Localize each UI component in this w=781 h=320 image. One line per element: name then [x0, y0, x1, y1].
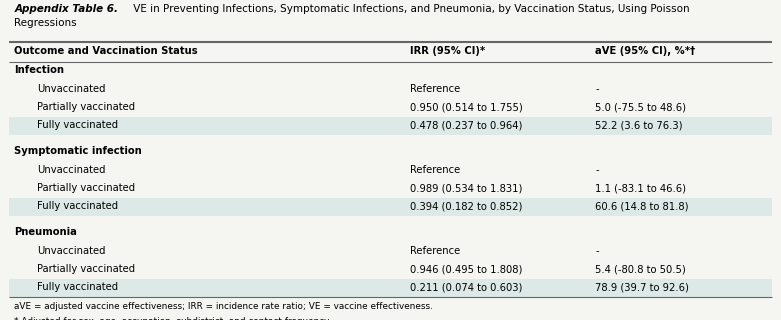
Text: Fully vaccinated: Fully vaccinated [37, 120, 119, 130]
Text: VE in Preventing Infections, Symptomatic Infections, and Pneumonia, by Vaccinati: VE in Preventing Infections, Symptomatic… [130, 4, 690, 14]
Text: aVE (95% CI), %*†: aVE (95% CI), %*† [595, 46, 695, 56]
Text: Partially vaccinated: Partially vaccinated [37, 102, 136, 112]
Text: Partially vaccinated: Partially vaccinated [37, 264, 136, 274]
Text: -: - [595, 246, 599, 256]
Text: 78.9 (39.7 to 92.6): 78.9 (39.7 to 92.6) [595, 282, 689, 292]
Text: Partially vaccinated: Partially vaccinated [37, 183, 136, 193]
Text: Fully vaccinated: Fully vaccinated [37, 282, 119, 292]
Text: Unvaccinated: Unvaccinated [37, 246, 106, 256]
Bar [9, 279, 772, 297]
Text: aVE = adjusted vaccine effectiveness; IRR = incidence rate ratio; VE = vaccine e: aVE = adjusted vaccine effectiveness; IR… [14, 302, 433, 311]
Bar [9, 198, 772, 216]
Text: 60.6 (14.8 to 81.8): 60.6 (14.8 to 81.8) [595, 201, 689, 211]
Text: Unvaccinated: Unvaccinated [37, 165, 106, 175]
Text: Fully vaccinated: Fully vaccinated [37, 201, 119, 211]
Text: 0.478 (0.237 to 0.964): 0.478 (0.237 to 0.964) [410, 120, 522, 130]
Text: * Adjusted for sex, age, occupation, subdistrict, and contact frequency.: * Adjusted for sex, age, occupation, sub… [14, 317, 331, 320]
Text: Reference: Reference [410, 84, 460, 94]
Text: 5.0 (-75.5 to 48.6): 5.0 (-75.5 to 48.6) [595, 102, 686, 112]
Text: 0.946 (0.495 to 1.808): 0.946 (0.495 to 1.808) [410, 264, 522, 274]
Text: -: - [595, 84, 599, 94]
Text: 52.2 (3.6 to 76.3): 52.2 (3.6 to 76.3) [595, 120, 683, 130]
Text: 0.950 (0.514 to 1.755): 0.950 (0.514 to 1.755) [410, 102, 522, 112]
Text: Regressions: Regressions [14, 18, 77, 28]
Text: -: - [595, 165, 599, 175]
Text: 1.1 (-83.1 to 46.6): 1.1 (-83.1 to 46.6) [595, 183, 686, 193]
Text: 0.989 (0.534 to 1.831): 0.989 (0.534 to 1.831) [410, 183, 522, 193]
Text: Appendix Table 6.: Appendix Table 6. [14, 4, 118, 14]
Text: Symptomatic infection: Symptomatic infection [14, 146, 142, 156]
Text: 0.394 (0.182 to 0.852): 0.394 (0.182 to 0.852) [410, 201, 522, 211]
Text: Reference: Reference [410, 165, 460, 175]
Text: Unvaccinated: Unvaccinated [37, 84, 106, 94]
Text: Outcome and Vaccination Status: Outcome and Vaccination Status [14, 46, 198, 56]
Text: Infection: Infection [14, 65, 64, 75]
Text: IRR (95% CI)*: IRR (95% CI)* [410, 46, 485, 56]
Bar [9, 117, 772, 135]
Text: Reference: Reference [410, 246, 460, 256]
Text: 0.211 (0.074 to 0.603): 0.211 (0.074 to 0.603) [410, 282, 522, 292]
Text: Pneumonia: Pneumonia [14, 227, 77, 237]
Text: 5.4 (-80.8 to 50.5): 5.4 (-80.8 to 50.5) [595, 264, 686, 274]
